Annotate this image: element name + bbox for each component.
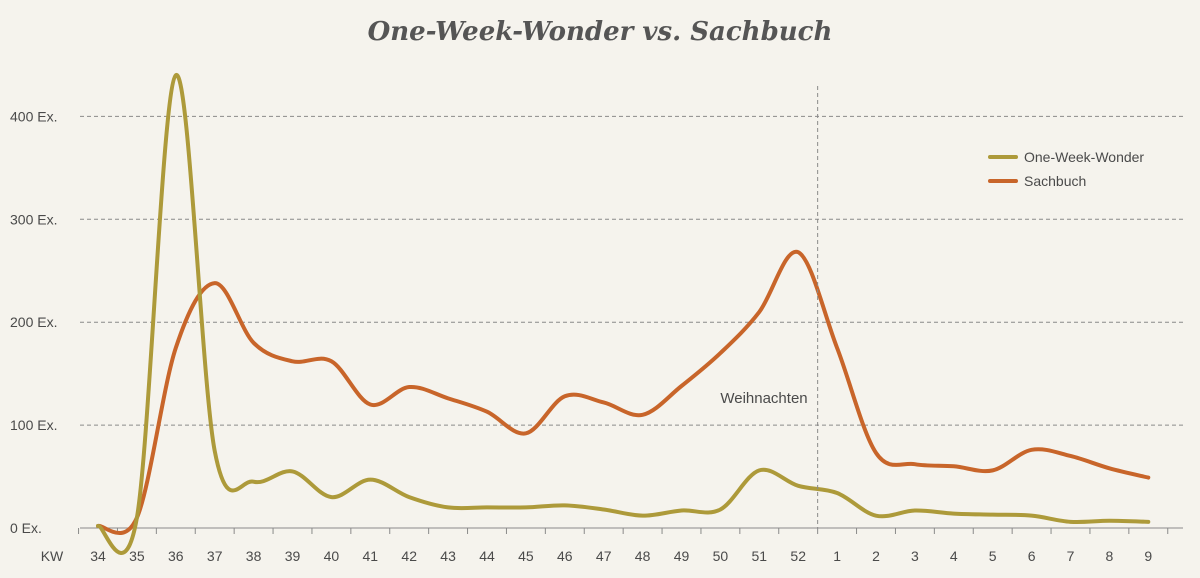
y-tick-label: 300 Ex. (10, 211, 57, 227)
y-tick-label: 400 Ex. (10, 108, 57, 124)
x-tick-label: 42 (401, 548, 417, 564)
x-tick-label: 34 (90, 548, 106, 564)
x-tick-label: 50 (713, 548, 729, 564)
axis-layer: 0 Ex.100 Ex.200 Ex.300 Ex.400 Ex.34 35 36 3… (10, 108, 1183, 564)
x-tick-label: 46 (557, 548, 573, 564)
series-line-one-week-wonder (96, 73, 1151, 555)
x-axis-title: KW (41, 548, 64, 564)
series-layer (96, 73, 1151, 555)
y-tick-label: 200 Ex. (10, 314, 57, 330)
x-tick-label: 44 (479, 548, 495, 564)
legend: One-Week-Wonder Sachbuch (988, 149, 1144, 189)
x-tick-label: 49 (674, 548, 690, 564)
x-tick-label: 40 (324, 548, 340, 564)
x-tick-label: 52 (790, 548, 806, 564)
x-tick-label: 1 (833, 548, 841, 564)
x-tick-label: 39 (285, 548, 301, 564)
x-tick-label: 36 (168, 548, 184, 564)
x-tick-label: 43 (440, 548, 456, 564)
grid-layer (80, 115, 1183, 426)
x-tick-label: 37 (207, 548, 223, 564)
x-tick-label: 48 (635, 548, 651, 564)
x-tick-label: 45 (518, 548, 534, 564)
x-tick-label: 9 (1144, 548, 1152, 564)
annotation-label: Weihnachten (720, 390, 807, 407)
x-tick-label: 47 (596, 548, 612, 564)
x-tick-label: 35 (129, 548, 145, 564)
x-tick-label: 38 (246, 548, 262, 564)
chart-title: One-Week-Wonder vs. Sachbuch (368, 17, 833, 47)
y-tick-label: 0 Ex. (10, 520, 42, 536)
x-tick-label: 2 (872, 548, 880, 564)
x-tick-label: 3 (911, 548, 919, 564)
x-tick-label: 4 (950, 548, 958, 564)
legend-label-one-week-wonder: One-Week-Wonder (1024, 149, 1144, 165)
series-line-sachbuch (96, 249, 1151, 535)
x-tick-label: 8 (1106, 548, 1114, 564)
annotation-layer: Weihnachten (720, 86, 819, 528)
x-tick-label: 6 (1028, 548, 1036, 564)
x-tick-label: 5 (989, 548, 997, 564)
x-tick-label: 41 (363, 548, 379, 564)
legend-label-sachbuch: Sachbuch (1024, 173, 1086, 189)
x-tick-label: 51 (752, 548, 768, 564)
x-tick-label: 7 (1067, 548, 1075, 564)
y-tick-label: 100 Ex. (10, 417, 57, 433)
